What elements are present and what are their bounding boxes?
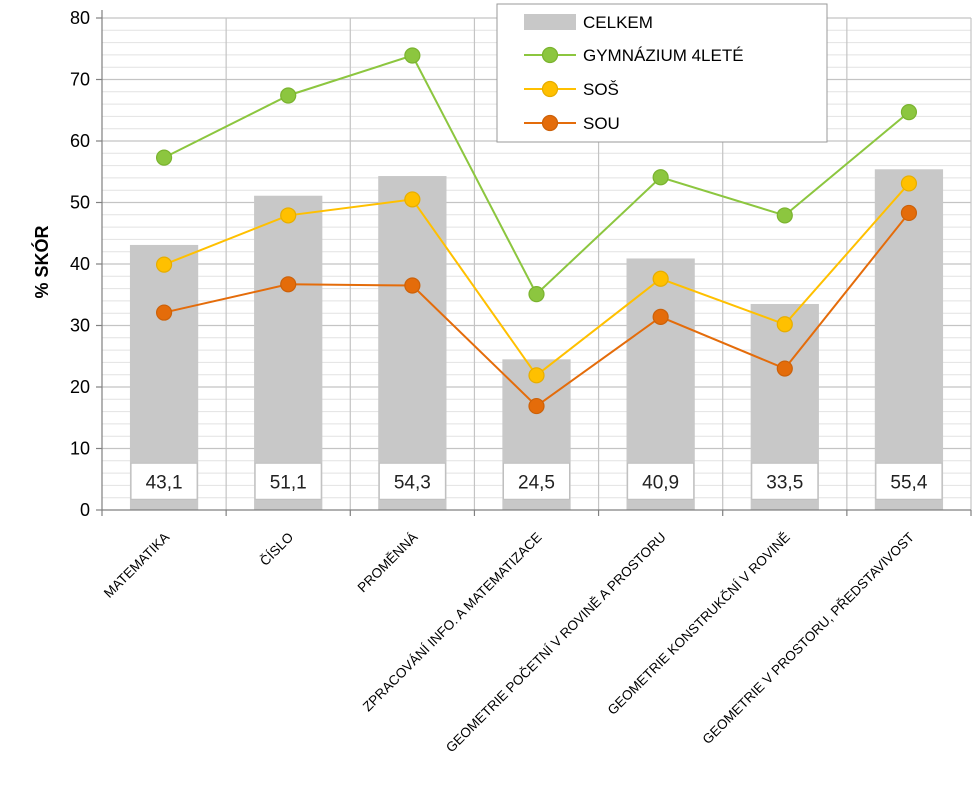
bar	[874, 169, 944, 511]
data-label-box	[378, 462, 446, 500]
data-label: 55,4	[890, 472, 927, 493]
data-point	[528, 286, 545, 303]
data-point	[900, 204, 918, 222]
x-tick-label: GEOMETRIE V PROSTORU, PŘEDSTAVIVOST	[700, 530, 917, 747]
legend: CELKEM GYMNÁZIUM 4LETÉ SOŠ SOU	[496, 3, 828, 143]
data-label: 40,9	[642, 472, 679, 493]
y-tick-label: 80	[70, 8, 90, 28]
data-label-box	[130, 462, 198, 500]
data-point	[776, 316, 793, 333]
data-point	[652, 270, 669, 287]
x-tick-label: PROMĚNNÁ	[355, 530, 421, 596]
data-label: 54,3	[394, 472, 431, 493]
data-point	[280, 87, 297, 104]
y-tick-label: 60	[70, 131, 90, 151]
data-point	[652, 169, 669, 186]
y-tick-label: 50	[70, 193, 90, 213]
legend-label: SOU	[583, 114, 620, 133]
data-point	[280, 207, 297, 224]
legend-label: SOŠ	[583, 80, 619, 99]
legend-swatch-bar	[524, 14, 576, 30]
y-tick-label: 30	[70, 316, 90, 336]
data-label-box	[503, 462, 570, 500]
data-label: 51,1	[270, 472, 307, 493]
bar	[254, 195, 323, 511]
data-point	[900, 175, 918, 192]
data-label: 33,5	[766, 472, 803, 493]
data-label-box	[254, 462, 322, 500]
data-point	[652, 308, 669, 325]
y-tick-label: 70	[70, 70, 90, 90]
legend-label: CELKEM	[583, 13, 653, 32]
data-label: 43,1	[146, 472, 183, 493]
x-tick-label: MATEMATIKA	[101, 530, 172, 601]
y-axis-label: % SKÓR	[31, 225, 52, 298]
data-point	[280, 276, 297, 293]
data-label-box	[875, 462, 943, 500]
y-tick-label: 0	[80, 500, 90, 520]
legend-swatch-marker	[541, 46, 559, 64]
data-point	[155, 304, 173, 321]
data-point	[155, 149, 173, 166]
legend-label: GYMNÁZIUM 4LETÉ	[583, 46, 744, 65]
data-label-box	[751, 462, 819, 500]
y-tick-label: 40	[70, 254, 90, 274]
bar	[378, 176, 447, 510]
data-point	[528, 397, 545, 415]
bar-series-celkem: 43,1 51,1 54,3 24,5 40,9 33,5 55,4	[129, 169, 944, 511]
legend-swatch-marker	[541, 80, 559, 98]
data-point	[776, 360, 793, 377]
x-tick-label: GEOMETRIE POČETNÍ V ROVINĚ A PROSTORU	[443, 530, 669, 756]
y-tick-label: 20	[70, 377, 90, 397]
data-point	[776, 207, 793, 224]
line-series	[155, 47, 918, 415]
data-point	[404, 277, 421, 294]
data-label: 24,5	[518, 472, 555, 493]
data-point	[404, 47, 421, 64]
x-tick-label: ČÍSLO	[257, 530, 296, 569]
data-point	[404, 191, 421, 208]
data-point	[528, 367, 545, 384]
data-point	[155, 256, 173, 273]
data-label-box	[627, 462, 695, 500]
data-point	[900, 103, 918, 121]
legend-swatch-marker	[541, 114, 559, 132]
y-tick-label: 10	[70, 439, 90, 459]
